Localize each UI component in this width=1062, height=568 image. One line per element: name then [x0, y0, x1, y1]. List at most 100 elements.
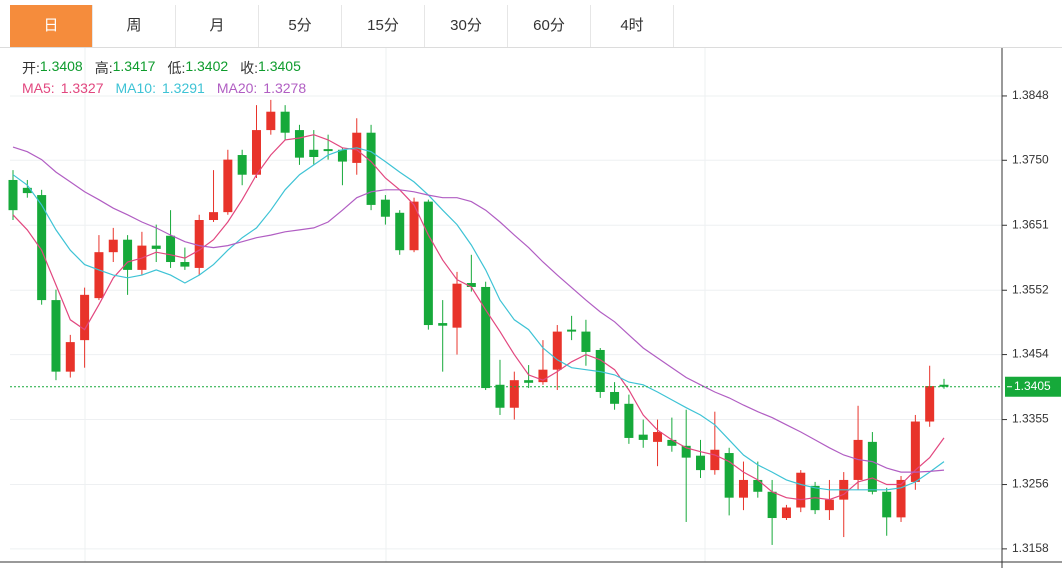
ohlc-item: 高1.3417 — [95, 58, 156, 78]
y-tick-label: 1.3552 — [1012, 282, 1049, 296]
candle-body — [452, 283, 462, 328]
y-tick-label: 1.3355 — [1012, 412, 1049, 426]
candle-body — [266, 111, 276, 131]
period-tab[interactable]: 月 — [176, 5, 259, 47]
ohlc-item: 低1.3402 — [167, 58, 228, 78]
ohlc-label: 开 — [22, 58, 40, 78]
candle-body — [423, 201, 433, 326]
ma-line — [12, 134, 945, 501]
candle-body — [22, 187, 32, 194]
candle-body — [867, 441, 877, 492]
candle-body — [251, 130, 261, 175]
y-tick-label: 1.3454 — [1012, 347, 1049, 361]
candle-body — [337, 149, 347, 162]
candle-body — [653, 432, 663, 442]
tab-divider — [0, 47, 1062, 48]
legend-name: MA20 — [217, 80, 257, 96]
ohlc-value: 1.3405 — [258, 58, 301, 74]
legend-item: MA10 1.3291 — [116, 80, 205, 96]
legend-value: 1.3291 — [161, 80, 205, 96]
candle-body — [753, 479, 763, 492]
candle-body — [667, 439, 677, 446]
period-tab[interactable]: 30分 — [425, 5, 508, 47]
period-tab[interactable]: 60分 — [508, 5, 591, 47]
candle-body — [151, 245, 161, 249]
candle-body — [323, 149, 333, 152]
y-tick-label: 1.3158 — [1012, 541, 1049, 555]
candle-body — [824, 499, 834, 511]
y-tick-label: 1.3848 — [1012, 88, 1049, 102]
candle-body — [624, 403, 634, 438]
candle-body — [409, 201, 419, 251]
candle-body — [882, 491, 892, 518]
candle-body — [294, 130, 304, 158]
candle-body — [925, 386, 935, 422]
candle-body — [696, 455, 706, 471]
candle-body — [108, 239, 118, 253]
ohlc-value: 1.3402 — [185, 58, 229, 74]
candle-body — [509, 380, 519, 408]
candle-body — [380, 199, 390, 217]
candle-body — [939, 384, 949, 387]
legend-value: 1.3327 — [60, 80, 104, 96]
legend-item: MA20 1.3278 — [217, 80, 306, 96]
legend-value: 1.3278 — [263, 80, 307, 96]
candle-body — [781, 507, 791, 519]
period-tab[interactable]: 周 — [93, 5, 176, 47]
candle-body — [595, 349, 605, 392]
ohlc-label: 高 — [95, 58, 113, 78]
candle-body — [180, 262, 190, 267]
legend-name: MA10 — [116, 80, 156, 96]
period-tab[interactable]: 4时 — [591, 5, 674, 47]
period-tab[interactable]: 日 — [10, 5, 93, 47]
candle-body — [166, 235, 176, 263]
candle-body — [237, 155, 247, 175]
candle-body — [552, 331, 562, 370]
candle-body — [681, 445, 691, 458]
candle-body — [524, 380, 534, 383]
candle-body — [738, 479, 748, 498]
ohlc-value: 1.3408 — [39, 58, 83, 74]
y-tick-label: 1.3750 — [1012, 152, 1049, 166]
candle-body — [710, 449, 720, 471]
candle-body — [481, 286, 491, 389]
period-tab[interactable]: 5分 — [259, 5, 342, 47]
ohlc-item: 收1.3405 — [240, 58, 301, 78]
ohlc-label: 低 — [167, 58, 185, 78]
ma-line — [12, 146, 945, 473]
candle-body — [209, 212, 219, 221]
candle-body — [366, 132, 376, 205]
y-tick-label: 1.3651 — [1012, 217, 1049, 231]
ohlc-value: 1.3417 — [112, 58, 156, 74]
candle-body — [438, 323, 448, 326]
candle-body — [80, 294, 90, 341]
ohlc-item: 开1.3408 — [22, 58, 83, 78]
candle-body — [638, 434, 648, 440]
ma-line — [12, 147, 945, 491]
candle-body — [65, 342, 75, 372]
legend-name: MA5 — [22, 80, 55, 96]
candle-body — [610, 391, 620, 404]
candle-body — [223, 159, 233, 213]
candle-body — [51, 300, 61, 372]
period-tab[interactable]: 15分 — [342, 5, 425, 47]
candle-body — [280, 111, 290, 133]
legend-item: MA5 1.3327 — [22, 80, 104, 96]
candle-body — [37, 195, 47, 301]
ohlc-info: 开1.3408 高1.3417 低1.3402 收1.3405 — [22, 58, 301, 78]
candle-body — [309, 149, 319, 157]
candle-body — [767, 491, 777, 519]
last-price-label: 1.3405 — [1014, 379, 1051, 393]
candle-body — [194, 220, 204, 268]
candle-body — [466, 283, 476, 287]
candle-body — [910, 421, 920, 482]
candle-body — [538, 369, 548, 383]
candle-body — [94, 252, 104, 299]
last-price-box — [1005, 376, 1061, 397]
candle-body — [567, 329, 577, 332]
candle-body — [724, 453, 734, 498]
candle-body — [796, 472, 806, 508]
ohlc-label: 收 — [240, 58, 258, 78]
